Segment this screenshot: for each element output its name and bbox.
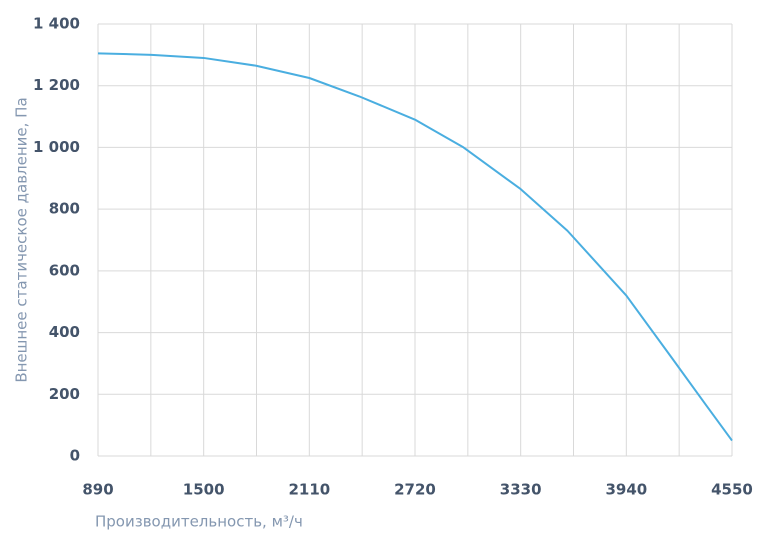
y-tick-label: 1 200 [33,76,80,94]
y-tick-label: 200 [49,385,80,403]
x-tick-label: 2110 [288,481,330,499]
y-tick-label: 800 [49,200,80,218]
y-tick-label: 0 [70,447,80,465]
y-tick-label: 400 [49,323,80,341]
x-tick-label: 4550 [711,481,753,499]
y-tick-label: 1 400 [33,15,80,33]
x-tick-label: 2720 [394,481,436,499]
x-tick-label: 3940 [605,481,647,499]
data-line [97,52,733,442]
y-tick-label: 600 [49,261,80,279]
x-tick-label: 3330 [500,481,542,499]
y-axis-title: Внешнее статическое давление, Па [13,97,31,382]
x-axis-title: Производительность, м³/ч [95,513,303,531]
y-tick-label: 1 000 [33,138,80,156]
x-tick-label: 890 [82,481,113,499]
x-tick-label: 1500 [183,481,225,499]
